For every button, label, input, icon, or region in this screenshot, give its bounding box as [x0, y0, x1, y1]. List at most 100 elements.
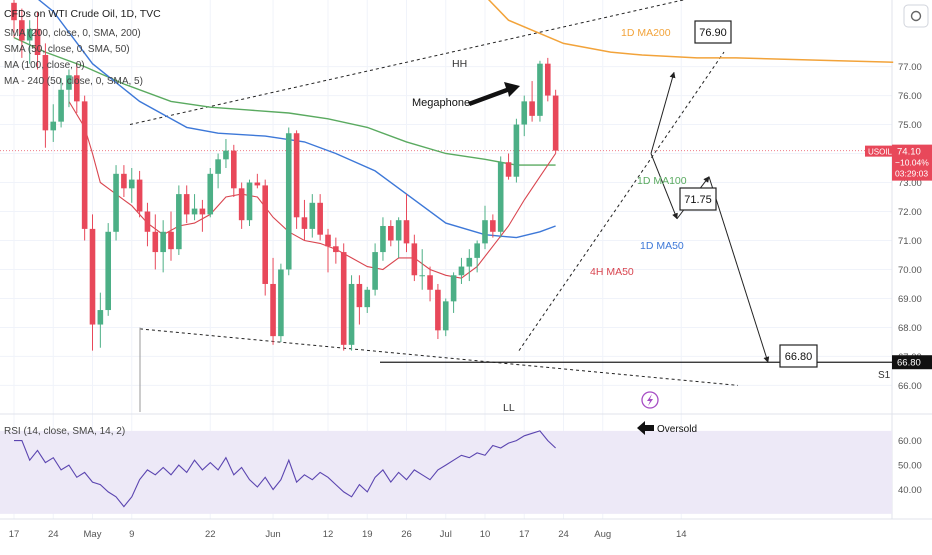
projection-target-arrow	[708, 176, 770, 363]
time-tick: 24	[558, 529, 569, 540]
candle	[66, 75, 72, 90]
header-symbol: CFDs on WTI Crude Oil, 1D, TVC	[4, 8, 161, 20]
candle	[254, 182, 261, 186]
candle	[128, 179, 135, 189]
candle	[191, 208, 198, 215]
time-tick: 22	[205, 529, 216, 540]
header-indicator-2: SMA (50, close, 0, SMA, 50)	[4, 44, 130, 55]
projection-up-arrow	[650, 71, 676, 154]
candle	[278, 269, 284, 337]
candle	[97, 310, 104, 325]
candle	[348, 283, 355, 345]
price-tick: 73.00	[898, 178, 922, 189]
price-tick: 71.00	[898, 236, 922, 247]
candle	[238, 188, 245, 221]
time-tick: 26	[401, 529, 412, 540]
candle	[388, 225, 394, 241]
candle	[552, 95, 559, 151]
price-tick: 77.00	[898, 62, 922, 73]
candle	[199, 208, 206, 215]
candle	[435, 289, 441, 331]
candle	[19, 20, 25, 41]
candle	[442, 301, 449, 331]
candle	[317, 202, 323, 235]
time-tick: May	[84, 529, 102, 540]
candle	[325, 234, 331, 247]
candle	[356, 283, 363, 308]
s1-tag	[892, 355, 932, 370]
target-76-90-box	[694, 20, 732, 44]
current-symbol: USOIL	[868, 148, 893, 157]
candle	[231, 150, 237, 189]
candle	[207, 173, 214, 215]
upper-trendline-hh	[129, 0, 686, 126]
lower-trendline-ll	[139, 328, 739, 386]
candle	[246, 182, 253, 221]
ma100-label: 1D MA100	[637, 175, 687, 187]
candle	[364, 289, 371, 308]
time-tick: 17	[519, 529, 530, 540]
settings-button[interactable]	[903, 4, 929, 28]
candle	[81, 101, 88, 229]
target-66-80: 66.80	[785, 351, 813, 363]
rsi-tick: 50.00	[898, 461, 922, 472]
candle	[395, 220, 402, 241]
candle	[121, 173, 127, 189]
candle	[293, 133, 300, 218]
current-countdown: 03:29:03	[895, 169, 928, 179]
ma4h-label: 4H MA50	[590, 266, 634, 278]
candle	[144, 211, 151, 232]
time-tick: 17	[9, 529, 20, 540]
candle	[340, 252, 347, 345]
price-tick: 76.00	[898, 91, 922, 102]
candle	[11, 2, 17, 21]
candle	[50, 121, 57, 131]
symbol-tag	[865, 145, 892, 157]
time-tick: Aug	[594, 529, 611, 540]
candle	[411, 243, 418, 276]
candle	[427, 275, 433, 290]
current-change: −10.04%	[895, 158, 929, 168]
price-tick: 75.00	[898, 120, 922, 131]
price-tick: 72.00	[898, 207, 922, 218]
candle	[466, 257, 473, 267]
candle	[58, 89, 64, 122]
candle	[490, 220, 496, 232]
candle	[505, 162, 512, 177]
candle	[301, 217, 308, 229]
oversold-arrow-icon	[637, 421, 654, 435]
candle	[74, 75, 80, 102]
rsi-line	[14, 430, 556, 508]
gear-icon	[910, 10, 922, 22]
rsi-tick: 40.00	[898, 485, 922, 496]
megaphone-label: Megaphone	[412, 97, 470, 109]
s1-value: 66.80	[897, 358, 921, 369]
candle	[34, 28, 41, 55]
projection-down-arrow	[650, 153, 678, 220]
rising-trendline	[518, 51, 725, 351]
candle	[42, 54, 49, 131]
time-tick: 19	[362, 529, 373, 540]
oversold-label: Oversold	[657, 424, 697, 435]
time-tick: 24	[48, 529, 59, 540]
ll-label: LL	[503, 402, 515, 414]
candle	[474, 243, 480, 258]
target-76-90: 76.90	[699, 27, 727, 39]
target-71-75: 71.75	[684, 194, 712, 206]
candle	[215, 159, 221, 174]
rsi-tick: 60.00	[898, 436, 922, 447]
target-66-80-box	[779, 344, 818, 368]
time-tick: 12	[323, 529, 334, 540]
candle	[513, 124, 520, 177]
current-price: 74.10	[897, 147, 921, 158]
header-indicator-3: MA (100, close, 0)	[4, 60, 85, 71]
candle	[152, 231, 159, 253]
candle	[113, 173, 119, 232]
candle	[168, 231, 174, 250]
candle	[529, 101, 535, 116]
candle	[521, 101, 528, 125]
candle	[105, 231, 111, 311]
time-tick: 14	[676, 529, 687, 540]
